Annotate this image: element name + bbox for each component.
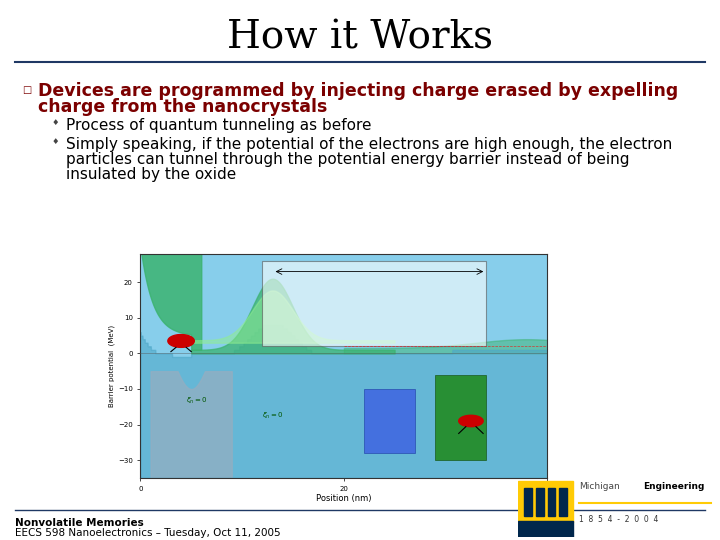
Text: Process of quantum tunneling as before: Process of quantum tunneling as before: [66, 118, 372, 133]
Text: insulated by the oxide: insulated by the oxide: [66, 167, 236, 182]
Bar: [518, 521, 573, 537]
Polygon shape: [459, 415, 483, 427]
X-axis label: Position (nm): Position (nm): [316, 494, 372, 503]
Text: Michigan: Michigan: [579, 482, 619, 491]
Text: □: □: [22, 85, 31, 95]
Bar: [263, 261, 486, 346]
Text: 1  8  5  4  -  2  0  0  4: 1 8 5 4 - 2 0 0 4: [579, 515, 658, 524]
Text: $\xi_n = 0$: $\xi_n = 0$: [186, 396, 208, 407]
Text: Nonvolatile Memories: Nonvolatile Memories: [15, 518, 144, 528]
Text: Devices are programmed by injecting charge erased by expelling: Devices are programmed by injecting char…: [38, 82, 678, 100]
Bar: [547, 488, 555, 516]
Text: Engineering: Engineering: [643, 482, 704, 491]
Text: particles can tunnel through the potential energy barrier instead of being: particles can tunnel through the potenti…: [66, 152, 629, 167]
Text: charge from the nanocrystals: charge from the nanocrystals: [38, 98, 328, 116]
Text: $\xi_n = 0$: $\xi_n = 0$: [263, 410, 284, 421]
Bar: [364, 389, 415, 453]
Text: EECS 598 Nanoelectronics – Tuesday, Oct 11, 2005: EECS 598 Nanoelectronics – Tuesday, Oct …: [15, 528, 281, 538]
Bar: [559, 488, 567, 516]
Text: ♦: ♦: [52, 118, 60, 127]
Bar: [436, 375, 486, 460]
Bar: [524, 488, 532, 516]
Y-axis label: Barrier potential  (MeV): Barrier potential (MeV): [109, 325, 115, 407]
Bar: [536, 488, 544, 516]
Polygon shape: [168, 335, 194, 347]
Text: ♦: ♦: [52, 137, 60, 146]
Text: Simply speaking, if the potential of the electrons are high enough, the electron: Simply speaking, if the potential of the…: [66, 137, 672, 152]
Bar: [518, 482, 573, 522]
Text: How it Works: How it Works: [227, 19, 493, 57]
